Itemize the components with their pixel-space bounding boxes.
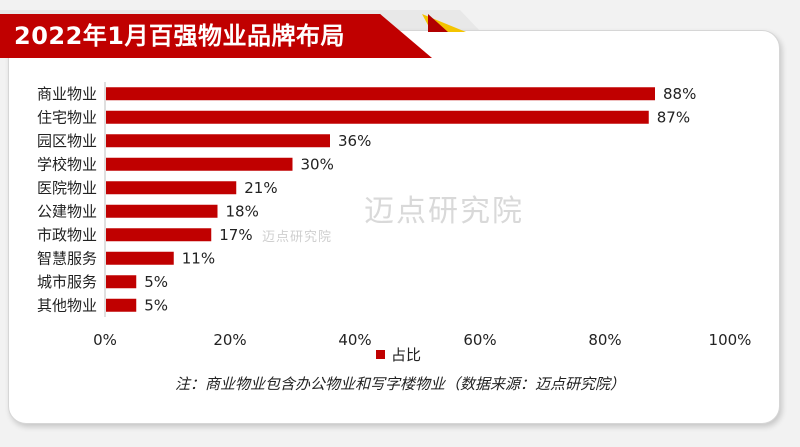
value-label: 21%	[244, 179, 277, 197]
value-label: 36%	[338, 132, 371, 150]
category-label: 商业物业	[37, 85, 97, 103]
watermark-small-text: 迈点研究院	[262, 230, 333, 245]
category-label: 市政物业	[37, 226, 97, 244]
value-label: 30%	[301, 155, 334, 173]
bar	[106, 87, 655, 101]
category-label: 住宅物业	[37, 108, 97, 126]
category-label: 园区物业	[37, 132, 97, 150]
bar	[106, 251, 174, 265]
value-label: 5%	[144, 273, 168, 291]
category-label: 学校物业	[37, 155, 97, 173]
legend-swatch	[376, 350, 385, 359]
bar	[106, 134, 330, 148]
x-tick-label: 40%	[338, 331, 371, 349]
category-label: 公建物业	[37, 202, 97, 220]
category-label: 智慧服务	[37, 249, 97, 267]
category-label: 医院物业	[37, 179, 97, 197]
bar	[106, 275, 137, 289]
bar	[106, 204, 218, 218]
x-tick-label: 20%	[213, 331, 246, 349]
chart-title: 2022年1月百强物业品牌布局	[0, 14, 432, 58]
watermark-text: 迈点研究院	[364, 194, 524, 229]
legend-label: 占比	[391, 346, 422, 364]
x-tick-label: 100%	[709, 331, 752, 349]
value-label: 88%	[663, 85, 696, 103]
value-label: 87%	[657, 108, 690, 126]
bar	[106, 298, 137, 312]
value-label: 17%	[219, 226, 252, 244]
legend: 占比	[376, 344, 421, 365]
bar	[106, 228, 212, 242]
footnote: 注：商业物业包含办公物业和写字楼物业（数据来源：迈点研究院）	[174, 375, 625, 393]
value-label: 18%	[226, 202, 259, 220]
bar	[106, 157, 293, 171]
bar	[106, 110, 649, 124]
bar	[106, 181, 237, 195]
value-label: 5%	[144, 296, 168, 314]
category-label: 其他物业	[37, 296, 97, 314]
x-tick-label: 80%	[588, 331, 621, 349]
value-label: 11%	[182, 249, 215, 267]
x-tick-label: 0%	[93, 331, 117, 349]
x-tick-label: 60%	[463, 331, 496, 349]
category-label: 城市服务	[37, 273, 97, 291]
